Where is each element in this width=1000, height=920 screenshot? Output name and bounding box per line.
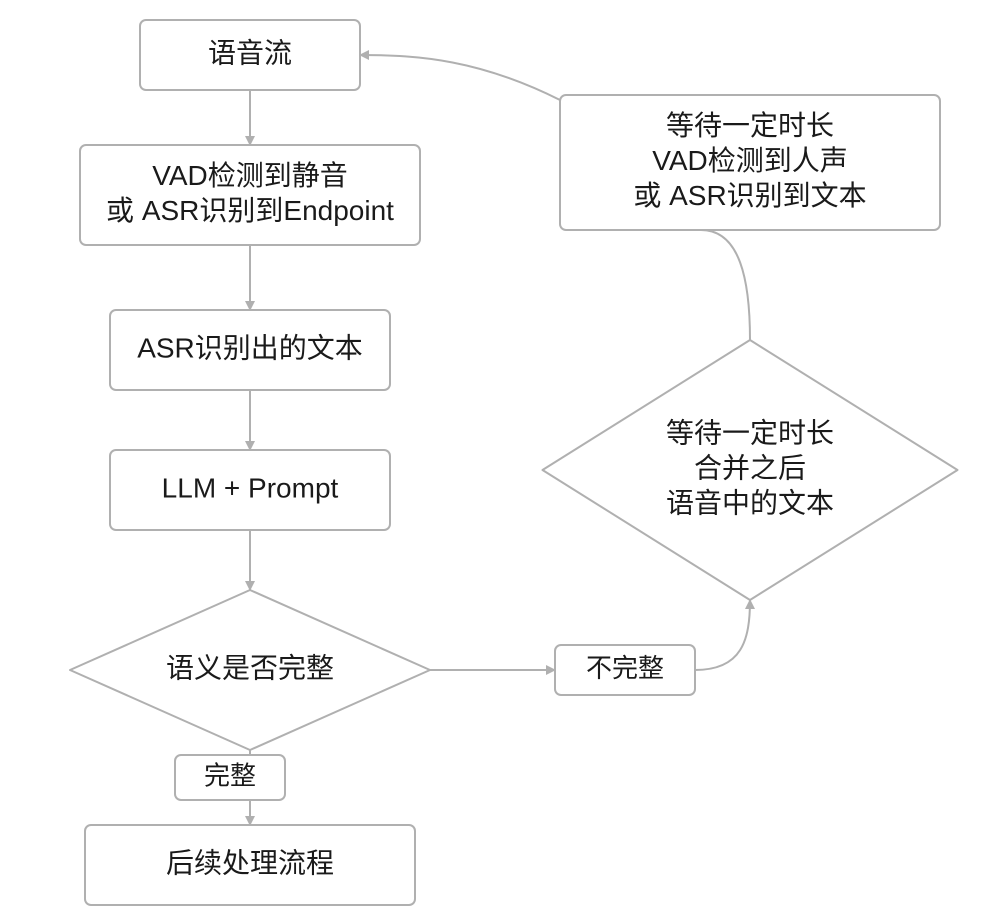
node-n6-label-1: VAD检测到人声 — [652, 145, 848, 176]
node-n4-label-0: LLM + Prompt — [162, 472, 339, 503]
edge-e7 — [695, 600, 750, 670]
node-n6-label-2: 或 ASR识别到文本 — [633, 180, 866, 211]
node-n4: LLM + Prompt — [110, 450, 390, 530]
node-n6-label-0: 等待一定时长 — [666, 110, 834, 141]
node-d1-label-0: 语义是否完整 — [166, 652, 334, 683]
node-d2-label-1: 合并之后 — [694, 452, 806, 483]
node-n1: 语音流 — [140, 20, 360, 90]
edge-e9 — [360, 55, 560, 100]
node-n5-label-0: 后续处理流程 — [166, 847, 334, 878]
node-l1: 完整 — [175, 755, 285, 800]
node-n1-label-0: 语音流 — [208, 37, 292, 68]
node-n3: ASR识别出的文本 — [110, 310, 390, 390]
node-n2: VAD检测到静音或 ASR识别到Endpoint — [80, 145, 420, 245]
node-n5: 后续处理流程 — [85, 825, 415, 905]
edge-e8 — [701, 230, 750, 340]
node-n2-label-0: VAD检测到静音 — [152, 160, 348, 191]
node-l2: 不完整 — [555, 645, 695, 695]
node-d2-label-0: 等待一定时长 — [666, 417, 834, 448]
node-d1: 语义是否完整 — [70, 590, 430, 750]
node-n2-label-1: 或 ASR识别到Endpoint — [106, 195, 394, 226]
flowchart-canvas: 语音流 VAD检测到静音或 ASR识别到Endpoint ASR识别出的文本 LLM … — [0, 0, 1000, 920]
node-d2-label-2: 语音中的文本 — [666, 487, 834, 518]
node-n6: 等待一定时长 VAD检测到人声或 ASR识别到文本 — [560, 95, 940, 230]
node-n3-label-0: ASR识别出的文本 — [137, 332, 363, 363]
node-l1-label-0: 完整 — [204, 760, 256, 790]
node-l2-label-0: 不完整 — [586, 653, 664, 683]
node-d2: 等待一定时长合并之后语音中的文本 — [543, 340, 958, 600]
